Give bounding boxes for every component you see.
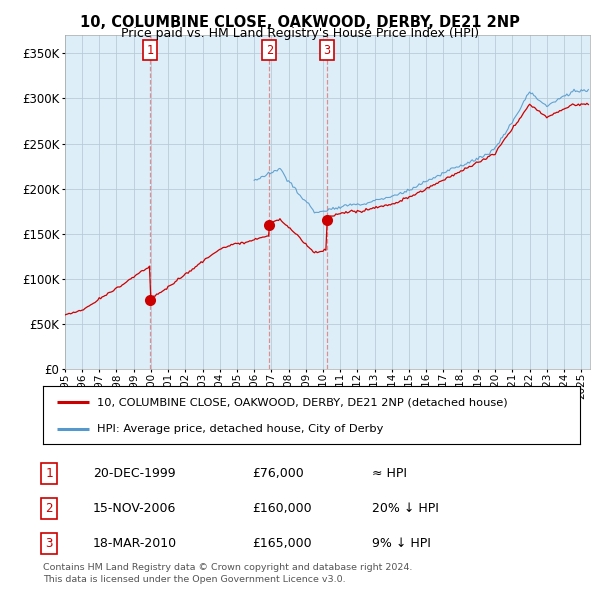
Text: This data is licensed under the Open Government Licence v3.0.: This data is licensed under the Open Gov… bbox=[43, 575, 346, 584]
Text: 3: 3 bbox=[323, 44, 330, 57]
Text: ≈ HPI: ≈ HPI bbox=[372, 467, 407, 480]
Text: 10, COLUMBINE CLOSE, OAKWOOD, DERBY, DE21 2NP (detached house): 10, COLUMBINE CLOSE, OAKWOOD, DERBY, DE2… bbox=[97, 397, 508, 407]
Text: 1: 1 bbox=[147, 44, 154, 57]
Text: 1: 1 bbox=[46, 467, 53, 480]
Text: 18-MAR-2010: 18-MAR-2010 bbox=[93, 537, 177, 550]
Text: 20% ↓ HPI: 20% ↓ HPI bbox=[372, 502, 439, 515]
Text: 2: 2 bbox=[46, 502, 53, 515]
Text: HPI: Average price, detached house, City of Derby: HPI: Average price, detached house, City… bbox=[97, 424, 383, 434]
Text: £76,000: £76,000 bbox=[252, 467, 304, 480]
Text: £160,000: £160,000 bbox=[252, 502, 311, 515]
Text: £165,000: £165,000 bbox=[252, 537, 311, 550]
Text: 3: 3 bbox=[46, 537, 53, 550]
Text: 2: 2 bbox=[266, 44, 273, 57]
Text: 10, COLUMBINE CLOSE, OAKWOOD, DERBY, DE21 2NP: 10, COLUMBINE CLOSE, OAKWOOD, DERBY, DE2… bbox=[80, 15, 520, 30]
Text: 20-DEC-1999: 20-DEC-1999 bbox=[93, 467, 176, 480]
Text: Contains HM Land Registry data © Crown copyright and database right 2024.: Contains HM Land Registry data © Crown c… bbox=[43, 563, 413, 572]
Text: 9% ↓ HPI: 9% ↓ HPI bbox=[372, 537, 431, 550]
Text: 15-NOV-2006: 15-NOV-2006 bbox=[93, 502, 176, 515]
Text: Price paid vs. HM Land Registry's House Price Index (HPI): Price paid vs. HM Land Registry's House … bbox=[121, 27, 479, 40]
